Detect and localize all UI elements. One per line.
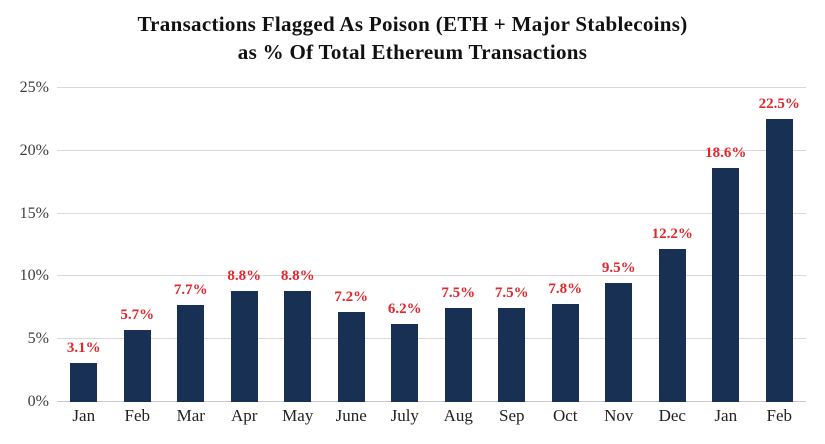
bar-value-label: 7.8%	[548, 281, 583, 298]
bar	[765, 119, 793, 402]
bar	[658, 248, 686, 402]
bar-value-label: 8.8%	[280, 268, 315, 285]
bar	[551, 304, 579, 402]
x-axis-tick-label: June	[335, 406, 367, 425]
bar	[391, 324, 419, 402]
bar	[712, 168, 740, 402]
y-axis-tick-label: 15%	[19, 204, 49, 222]
y-axis-tick-label: 25%	[19, 79, 49, 96]
x-axis-tick-label: Oct	[552, 406, 578, 425]
bars-container: 3.1% 5.7% 7.7% 8.8% 8.8% 7.2% 6.2% 7.5% 7.5% 7.8%…	[57, 88, 806, 402]
gridline	[57, 338, 806, 340]
bar-value-label: 7.2%	[334, 288, 369, 305]
bar-group: 8.8%	[218, 88, 272, 402]
x-axis: Jan Feb Mar Apr May June July Aug Sep Oct Nov Dec Ja…	[57, 406, 806, 436]
bar-value-label: 8.8%	[227, 268, 262, 285]
chart-title: Transactions Flagged As Poison (ETH + Ma…	[0, 11, 825, 66]
x-axis-tick-label: Apr	[231, 406, 258, 425]
bar-group: 7.5%	[485, 88, 539, 402]
bar-value-label: 9.5%	[601, 259, 636, 276]
bar	[337, 311, 365, 402]
bar	[284, 291, 312, 402]
bar	[123, 330, 151, 402]
bar-group: 9.5%	[592, 88, 646, 402]
bar-group: 7.2%	[325, 88, 379, 402]
bar	[605, 282, 633, 402]
bar	[177, 305, 205, 402]
bar-group: 22.5%	[753, 88, 807, 402]
gridline	[57, 275, 806, 277]
bar-group: 8.8%	[271, 88, 325, 402]
bar-value-label: 18.6%	[705, 145, 747, 162]
chart-title-line1: Transactions Flagged As Poison (ETH + Ma…	[137, 12, 688, 36]
y-axis-tick-label: 10%	[19, 267, 49, 285]
y-axis-tick-label: 5%	[27, 330, 49, 348]
x-axis-tick-label: Sep	[499, 406, 525, 425]
gridline	[57, 212, 806, 214]
gridline	[57, 87, 806, 88]
chart-title-line2: as % Of Total Ethereum Transactions	[237, 39, 588, 64]
gridline	[57, 149, 806, 151]
bar-group: 7.5%	[432, 88, 486, 402]
bar-value-label: 6.2%	[387, 301, 422, 318]
x-axis-tick-label: Jan	[72, 406, 96, 425]
bar-value-label: 5.7%	[120, 307, 155, 324]
bar-group: 7.8%	[539, 88, 593, 402]
bar-value-label: 22.5%	[758, 96, 800, 113]
bar-value-label: 12.2%	[651, 225, 693, 242]
bar-value-label: 3.1%	[66, 340, 101, 357]
bar	[70, 363, 98, 402]
plot-area: 3.1% 5.7% 7.7% 8.8% 8.8% 7.2% 6.2% 7.5% 7.5% 7.8%…	[57, 87, 806, 402]
x-axis-tick-label: Mar	[176, 406, 205, 425]
bar-value-label: 7.5%	[494, 284, 529, 301]
gridline	[57, 401, 806, 402]
bar-group: 7.7%	[164, 88, 218, 402]
x-axis-tick-label: Dec	[658, 406, 686, 425]
x-axis-tick-label: Nov	[604, 406, 634, 425]
y-axis: 0% 5% 10% 15% 20% 25%	[0, 79, 49, 410]
x-axis-tick-label: Feb	[766, 406, 793, 425]
y-axis-tick-label: 20%	[19, 141, 49, 159]
x-axis-tick-label: Feb	[124, 406, 151, 425]
bar-value-label: 7.7%	[173, 282, 208, 299]
bar-group: 18.6%	[699, 88, 753, 402]
bar-group: 5.7%	[111, 88, 165, 402]
bar	[444, 307, 472, 402]
bar-group: 12.2%	[646, 88, 700, 402]
x-axis-tick-label: July	[390, 406, 419, 425]
x-axis-tick-label: May	[282, 406, 314, 425]
x-axis-tick-label: Aug	[443, 406, 473, 425]
bar-group: 6.2%	[378, 88, 432, 402]
bar	[498, 307, 526, 402]
bar	[230, 291, 258, 402]
bar-group: 3.1%	[57, 88, 111, 402]
y-axis-tick-label: 0%	[27, 393, 49, 410]
x-axis-tick-label: Jan	[714, 406, 738, 425]
bar-value-label: 7.5%	[441, 284, 476, 301]
